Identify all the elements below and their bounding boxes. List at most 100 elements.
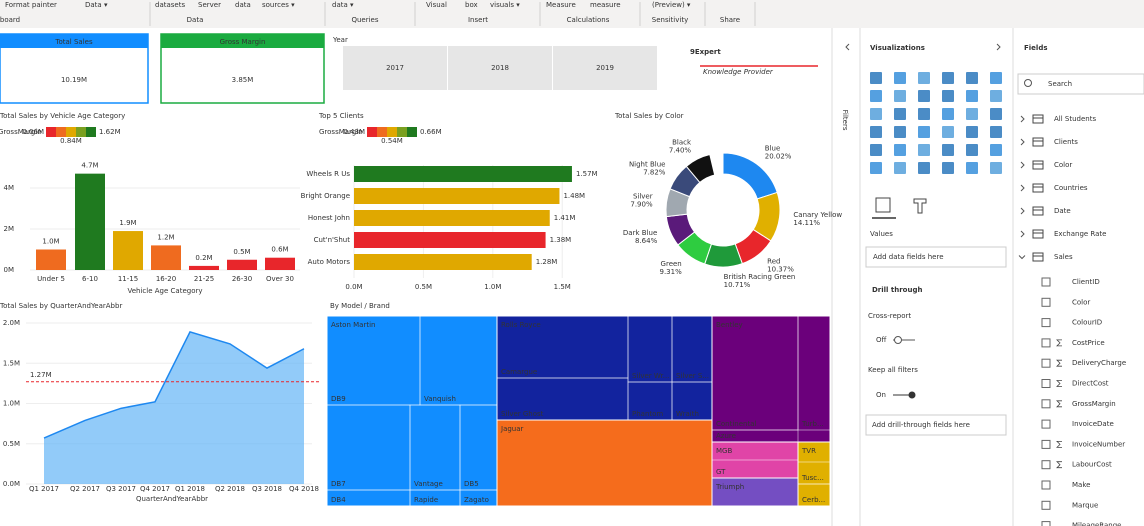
slicer-item: 2018 xyxy=(491,64,509,72)
chart-title: Top 5 Clients xyxy=(318,112,364,120)
tile-label: GT xyxy=(716,468,726,476)
visual-icon[interactable] xyxy=(894,90,906,102)
field-name: InvoiceDate xyxy=(1072,420,1114,428)
visual-icon[interactable] xyxy=(966,162,978,174)
visual-icon[interactable] xyxy=(918,162,930,174)
visual-icon[interactable] xyxy=(990,72,1002,84)
fields-tab[interactable] xyxy=(875,197,891,213)
visual-icon[interactable] xyxy=(966,108,978,120)
visual-icon[interactable] xyxy=(918,108,930,120)
visual-icon[interactable] xyxy=(990,144,1002,156)
legend-title: GrossMargin xyxy=(0,128,42,136)
slice-label: 14.11% xyxy=(793,219,820,227)
visual-icon[interactable] xyxy=(966,144,978,156)
checkbox[interactable] xyxy=(1041,338,1051,348)
data-label: 1.0M xyxy=(42,238,59,246)
checkbox[interactable] xyxy=(1041,439,1051,449)
bar xyxy=(189,265,219,270)
checkbox[interactable] xyxy=(1041,419,1051,429)
y-tick-label: 0.0M xyxy=(3,480,20,488)
slice-category: Silver xyxy=(633,193,653,201)
treemap-tile xyxy=(797,315,831,431)
area-line xyxy=(43,330,305,439)
visual-icon[interactable] xyxy=(870,108,882,120)
y-tick-label: 1.0M xyxy=(3,400,20,408)
ribbon-item: sources ▾ xyxy=(262,1,295,9)
visual-icon[interactable] xyxy=(918,90,930,102)
visual-icon[interactable] xyxy=(870,144,882,156)
slice-label: 9.31% xyxy=(660,268,683,276)
toggle-state: Off xyxy=(876,336,887,344)
visual-icon[interactable] xyxy=(942,108,954,120)
slicer-button[interactable] xyxy=(343,46,447,90)
visual-icon[interactable] xyxy=(942,144,954,156)
ribbon xyxy=(0,0,1144,28)
visual-icon[interactable] xyxy=(894,108,906,120)
checkbox[interactable] xyxy=(1041,297,1051,307)
table-name[interactable]: Sales xyxy=(1054,253,1073,261)
table-name[interactable]: Color xyxy=(1054,161,1072,169)
x-tick-label: 11-15 xyxy=(118,275,138,283)
slice-label: 10.71% xyxy=(724,281,751,289)
slicer-button[interactable] xyxy=(553,46,657,90)
visual-icon[interactable] xyxy=(870,162,882,174)
checkbox[interactable] xyxy=(1041,277,1051,287)
data-label: 1.9M xyxy=(119,219,136,227)
visual-icon[interactable] xyxy=(942,72,954,84)
visual-icon[interactable] xyxy=(894,162,906,174)
slicer-button[interactable] xyxy=(448,46,552,90)
format-tab[interactable] xyxy=(913,198,927,214)
checkbox[interactable] xyxy=(1041,500,1051,510)
visual-icon[interactable] xyxy=(870,72,882,84)
slice-category: Canary Yellow xyxy=(793,211,842,219)
visual-icon[interactable] xyxy=(918,144,930,156)
visual-icon[interactable] xyxy=(942,90,954,102)
visual-icon[interactable] xyxy=(894,72,906,84)
treemap-group xyxy=(496,315,713,421)
visual-icon[interactable] xyxy=(942,162,954,174)
data-label: 1.57M xyxy=(576,170,598,178)
visual-icon[interactable] xyxy=(870,126,882,138)
legend-mid: 0.54M xyxy=(381,137,403,145)
tile-label: Tusc... xyxy=(801,474,824,482)
sum-icon xyxy=(1056,441,1062,448)
bar xyxy=(36,249,66,270)
x-tick-label: 6-10 xyxy=(82,275,98,283)
visual-icon[interactable] xyxy=(966,126,978,138)
checkbox[interactable] xyxy=(1041,379,1051,388)
table-name[interactable]: Date xyxy=(1054,207,1071,215)
legend-gradient xyxy=(46,127,56,137)
checkbox[interactable] xyxy=(1041,318,1051,328)
data-label: 1.38M xyxy=(550,236,572,244)
checkbox[interactable] xyxy=(1041,460,1051,470)
chevron-icon xyxy=(1020,207,1025,215)
visual-icon[interactable] xyxy=(894,144,906,156)
visual-icon[interactable] xyxy=(942,126,954,138)
field-name: GrossMargin xyxy=(1072,400,1116,408)
drop-zone[interactable] xyxy=(865,246,1007,268)
search-box[interactable] xyxy=(1017,73,1144,95)
table-name[interactable]: Countries xyxy=(1054,184,1088,192)
visual-icon[interactable] xyxy=(990,108,1002,120)
checkbox[interactable] xyxy=(1041,399,1051,409)
checkbox[interactable] xyxy=(1041,521,1051,526)
x-axis-label: QuarterAndYearAbbr xyxy=(136,495,208,503)
drop-zone[interactable] xyxy=(865,414,1007,436)
legend-gradient xyxy=(397,127,407,137)
visual-icon[interactable] xyxy=(966,72,978,84)
visual-icon[interactable] xyxy=(870,90,882,102)
table-name[interactable]: Clients xyxy=(1054,138,1078,146)
visual-icon[interactable] xyxy=(990,162,1002,174)
visual-icon[interactable] xyxy=(918,126,930,138)
table-name[interactable]: All Students xyxy=(1054,115,1096,123)
checkbox[interactable] xyxy=(1041,358,1051,368)
visual-icon[interactable] xyxy=(918,72,930,84)
visual-icon[interactable] xyxy=(894,126,906,138)
tile-label: Wraith xyxy=(676,410,699,418)
table-name[interactable]: Exchange Rate xyxy=(1054,230,1106,238)
visual-icon[interactable] xyxy=(990,126,1002,138)
tile-label: DB5 xyxy=(464,480,479,488)
visual-icon[interactable] xyxy=(966,90,978,102)
visual-icon[interactable] xyxy=(990,90,1002,102)
checkbox[interactable] xyxy=(1041,480,1051,490)
